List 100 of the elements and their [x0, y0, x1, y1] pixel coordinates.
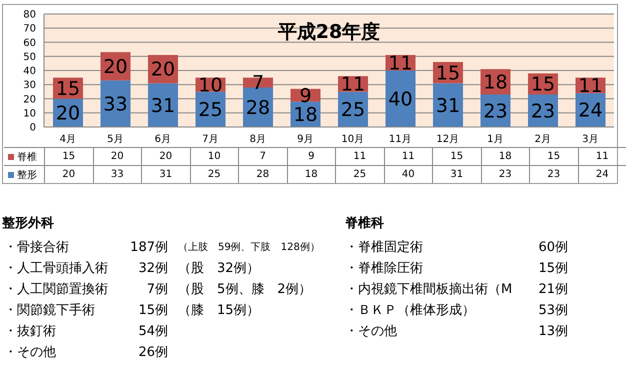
data-label: 15: [56, 78, 80, 100]
text: 26例: [138, 344, 168, 361]
text: 整形外科: [2, 215, 54, 232]
chart-title: 平成28年度: [276, 20, 382, 45]
text: 18: [480, 148, 529, 165]
text: 20: [141, 148, 190, 165]
text: 40: [384, 166, 432, 183]
text: 53例: [538, 302, 568, 319]
x-tick-label: 2月: [534, 134, 551, 146]
data-label: 15: [436, 62, 460, 84]
y-tick-label: 80: [23, 10, 36, 21]
text: ・骨接合術: [4, 239, 69, 256]
text: 15: [529, 148, 578, 165]
data-label: 40: [388, 88, 413, 110]
data-label: 20: [56, 102, 80, 125]
data-label: 18: [483, 71, 508, 94]
data-label: 25: [198, 98, 223, 121]
text: ・関節鏡下手術: [4, 302, 95, 319]
text: 9: [286, 148, 335, 165]
x-tick-label: 1月: [487, 134, 504, 146]
data-label: 15: [530, 74, 556, 96]
data-label: 25: [340, 98, 366, 121]
text: 20: [44, 166, 92, 183]
y-tick-label: 40: [23, 66, 36, 78]
y-tick-label: 20: [23, 94, 36, 106]
text: 60例: [538, 239, 568, 256]
text: 15例: [138, 302, 168, 319]
text: 13例: [538, 323, 568, 340]
text: ・ＢＫＰ（椎体形成）: [345, 302, 475, 319]
bar: [386, 70, 416, 127]
data-label: 20: [103, 56, 128, 78]
text: 23: [480, 166, 529, 183]
text: 54例: [138, 323, 168, 340]
text: 7例: [146, 281, 168, 298]
legend-label: 脊椎: [17, 150, 37, 164]
text: 15: [432, 148, 480, 165]
text: 32例: [138, 260, 168, 277]
text: 15例: [538, 260, 568, 277]
y-tick-label: 10: [23, 108, 36, 120]
text: 20: [92, 148, 141, 165]
data-label: 11: [388, 52, 413, 74]
text: 187例: [130, 239, 168, 256]
text: 21例: [538, 281, 568, 298]
text: （上肢 59例、下肢 128例）: [178, 240, 320, 254]
data-label: 33: [103, 93, 128, 116]
x-tick-label: 8月: [250, 134, 266, 146]
data-label: 24: [578, 100, 603, 122]
y-tick-label: 0: [30, 122, 36, 134]
text: （股 5例、膝 2例）: [178, 281, 312, 298]
data-label: 18: [293, 104, 318, 126]
x-tick-label: 6月: [154, 134, 171, 146]
x-tick-label: 12月: [436, 134, 460, 146]
x-tick-label: 10月: [341, 134, 364, 146]
data-label: 31: [436, 94, 460, 117]
text: ・脊椎固定術: [345, 239, 423, 256]
text: 10: [190, 148, 238, 165]
text: 23: [529, 166, 578, 183]
text: ・人工骨頭挿入術: [4, 260, 108, 277]
data-label: 28: [246, 96, 270, 119]
text: ・人工関節置換術: [4, 281, 108, 298]
text: ・その他: [4, 344, 56, 361]
text: （股 32例）: [178, 260, 260, 277]
text: 11: [335, 148, 384, 165]
y-tick-label: 60: [23, 38, 36, 49]
x-tick-label: 4月: [60, 134, 76, 146]
y-tick-label: 50: [23, 52, 36, 63]
data-label: 23: [483, 100, 508, 122]
text: 7: [238, 148, 286, 165]
bar: [148, 83, 178, 127]
text: 28: [238, 166, 286, 183]
text: 31: [432, 166, 480, 183]
y-tick-label: 70: [23, 24, 36, 35]
x-tick-label: 11月: [388, 134, 412, 146]
text: 24: [578, 166, 626, 183]
text: 11: [384, 148, 432, 165]
text: ・脊椎除圧術: [345, 260, 423, 277]
text: 31: [141, 166, 190, 183]
y-tick-label: 30: [23, 80, 36, 92]
data-label: 11: [578, 74, 603, 97]
text: ・抜釘術: [4, 323, 56, 340]
text: ・その他: [345, 323, 397, 340]
text: 脊椎科: [345, 214, 384, 232]
x-tick-label: 3月: [582, 134, 598, 146]
data-label: 20: [150, 58, 176, 81]
x-tick-label: 5月: [107, 134, 124, 146]
data-label: 23: [530, 100, 556, 122]
text: 25: [335, 166, 384, 183]
text: ・内視鏡下椎間板摘出術（M: [345, 281, 512, 298]
data-label: 31: [150, 94, 176, 117]
bar: [433, 83, 463, 127]
text: （膝 15例）: [178, 302, 260, 319]
x-tick-label: 7月: [202, 134, 218, 146]
text: 18: [286, 166, 335, 183]
data-label: 10: [198, 74, 223, 96]
data-label: 11: [340, 74, 366, 96]
text: 15: [44, 148, 92, 165]
x-tick-label: 9月: [297, 134, 314, 146]
text: 25: [190, 166, 238, 183]
text: 11: [578, 148, 626, 165]
text: 33: [92, 166, 141, 183]
